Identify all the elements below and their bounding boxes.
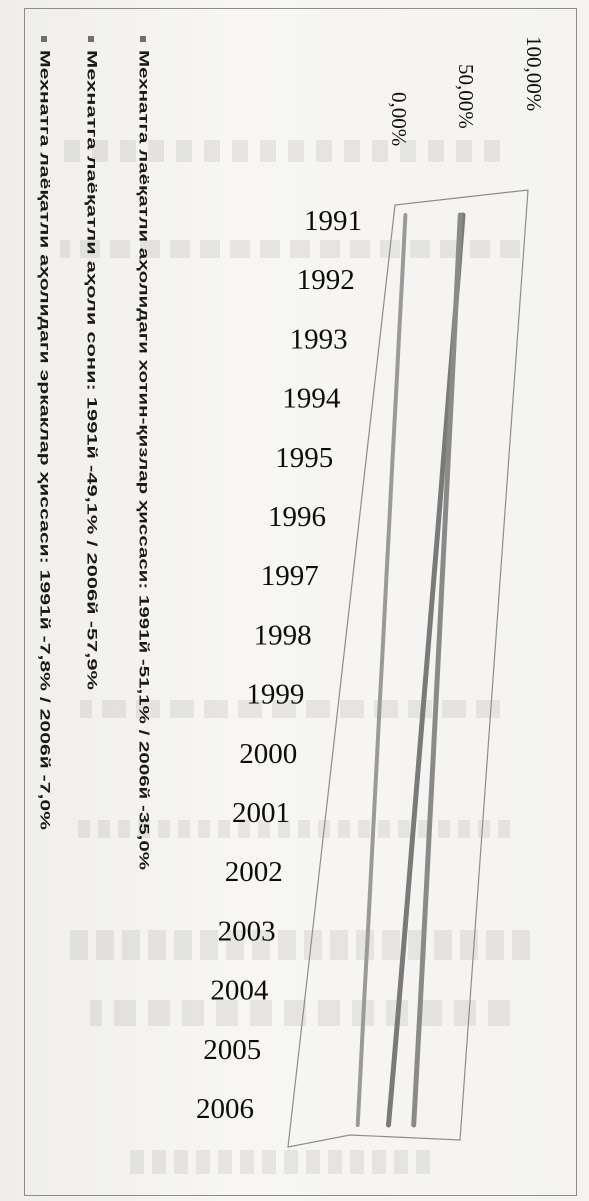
legend-marker-1 (140, 36, 146, 42)
year-label-1995: 1995 (275, 442, 333, 474)
legend: Мехнатга лаёқатли аҳолидаги хотин-қизлар… (37, 36, 151, 870)
plot-area-outline (287, 189, 529, 1148)
series-3-point-2005 (360, 1063, 362, 1065)
series-1-point-2003 (403, 942, 405, 944)
series-1-point-1995 (443, 457, 445, 459)
series-2-point-2003 (422, 942, 425, 944)
year-label-1999: 1999 (246, 679, 304, 711)
series-1-point-2005 (393, 1063, 395, 1065)
series-1-point-1997 (433, 578, 435, 580)
year-axis-labels: 1991 1992 1993 1994 1995 1996 1997 1998 1999 2000… (196, 205, 362, 1125)
series-line-3 (355, 213, 408, 1127)
series-1-point-2000 (418, 760, 420, 762)
series-1-point-1994 (447, 396, 450, 398)
series-3-point-1998 (382, 639, 384, 641)
legend-marker-2 (88, 36, 94, 42)
chart-border (24, 8, 577, 1196)
year-label-1998: 1998 (254, 619, 312, 651)
series-3-point-2001 (373, 821, 375, 823)
series-1-point-2004 (398, 1003, 400, 1005)
legend-label-2: Мехнатга лаёқатли аҳоли сони: 1991й -49,… (84, 50, 99, 690)
series-3-point-2003 (366, 942, 368, 944)
series-2-point-1996 (444, 517, 446, 519)
legend-label-1: Мехнатга лаёқатли аҳолидаги хотин-қизлар… (136, 50, 151, 870)
series-layer (355, 212, 466, 1128)
year-label-2000: 2000 (239, 738, 297, 770)
value-axis-ticks: 0,00% 50,00% 100,00% (387, 36, 546, 146)
year-label-1997: 1997 (261, 560, 319, 592)
value-tick-label: 100,00% (522, 36, 546, 111)
series-1-point-1999 (423, 699, 425, 701)
series-2-point-2000 (432, 760, 434, 762)
series-2-point-1997 (441, 578, 443, 580)
series-2-point-1992 (456, 275, 458, 277)
series-3-point-1991 (404, 214, 406, 216)
series-3-point-2000 (376, 760, 378, 762)
year-label-2006: 2006 (196, 1093, 254, 1125)
year-label-2002: 2002 (225, 856, 283, 888)
series-2-point-1994 (450, 396, 452, 398)
series-3-point-2006 (357, 1124, 359, 1126)
series-2-point-1995 (447, 457, 449, 459)
series-2-point-2004 (419, 1003, 421, 1005)
value-tick-label: 50,00% (454, 64, 478, 129)
series-3-point-1993 (398, 335, 400, 337)
plot-area (287, 189, 529, 1148)
series-1-point-2006 (387, 1124, 390, 1126)
year-label-2004: 2004 (210, 975, 269, 1007)
series-2-point-2006 (413, 1124, 415, 1126)
series-2-point-2005 (416, 1063, 418, 1065)
series-3-point-1992 (401, 275, 403, 277)
year-label-1994: 1994 (282, 383, 341, 415)
series-3-point-1999 (379, 699, 381, 701)
series-1-point-2002 (408, 881, 410, 883)
year-label-2001: 2001 (232, 797, 290, 829)
year-label-1993: 1993 (290, 323, 348, 355)
year-label-2005: 2005 (203, 1034, 261, 1066)
series-3-point-1996 (388, 517, 391, 519)
legend-label-3: Мехнатга лаёқатли аҳолидаги эркаклар ҳис… (37, 50, 52, 830)
series-3-point-1995 (392, 457, 394, 459)
series-2-point-2001 (429, 821, 431, 823)
value-tick-label: 0,00% (387, 92, 411, 146)
series-1-point-2001 (413, 821, 415, 823)
series-1-point-1996 (438, 517, 440, 519)
series-2-point-1993 (453, 335, 455, 337)
series-2-point-1999 (435, 699, 437, 701)
year-label-1992: 1992 (297, 264, 355, 296)
series-2-point-2002 (426, 881, 428, 883)
legend-marker-3 (41, 36, 47, 42)
series-3-point-1997 (385, 578, 387, 580)
series-3-point-2002 (369, 881, 372, 883)
year-label-1991: 1991 (304, 205, 362, 237)
series-3-point-2004 (363, 1003, 365, 1005)
series-3-point-1994 (395, 396, 397, 398)
series-2-point-1998 (438, 639, 440, 641)
series-1-point-1998 (428, 639, 430, 641)
year-label-2003: 2003 (218, 915, 276, 947)
series-2-point-1991 (459, 214, 461, 216)
series-line-2 (411, 212, 463, 1128)
year-label-1996: 1996 (268, 501, 326, 533)
